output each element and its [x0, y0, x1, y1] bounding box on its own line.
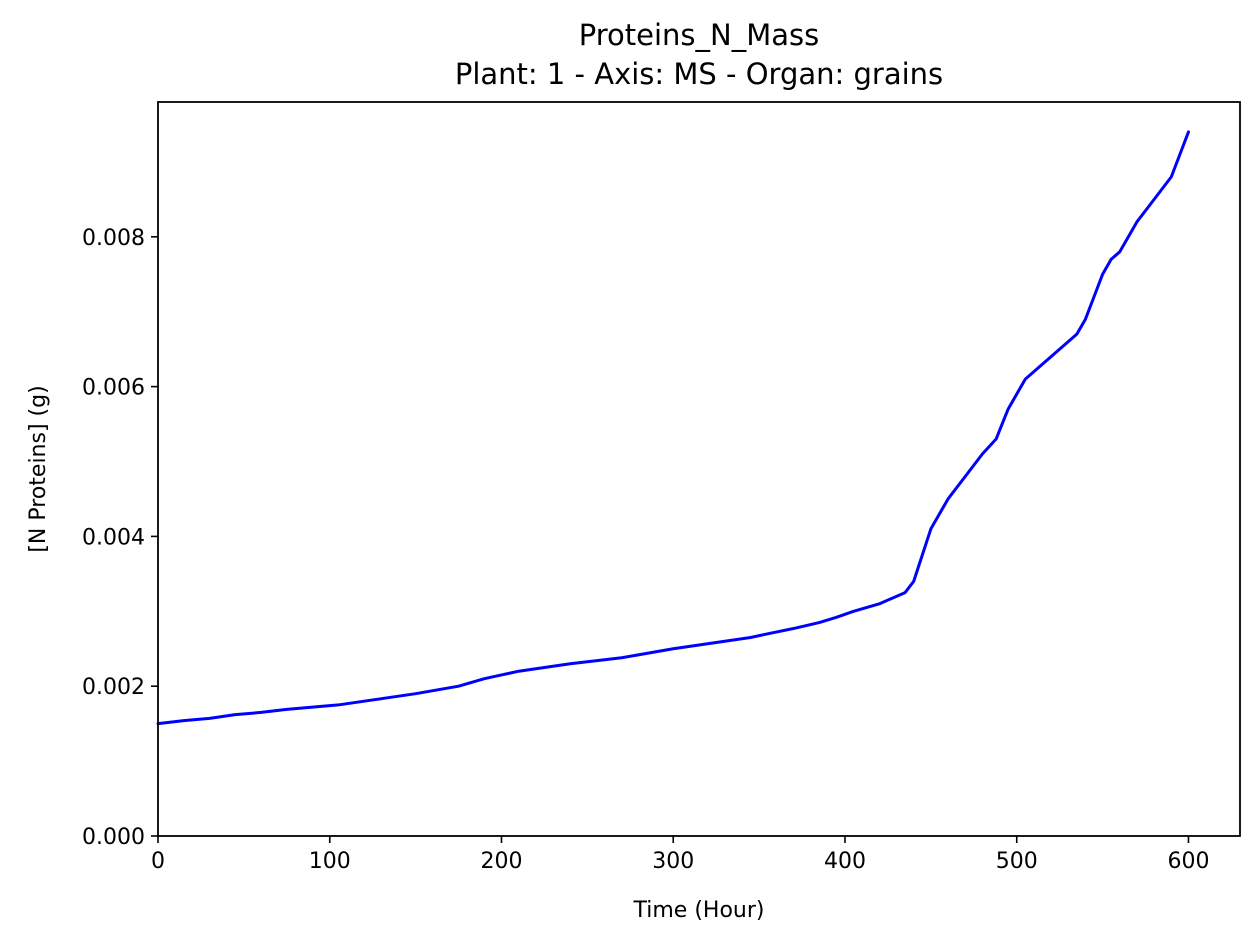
x-axis-label: Time (Hour): [633, 898, 765, 923]
x-axis-ticks: 0 100 200 300 400 500 600: [151, 836, 1209, 874]
y-tick-label: 0.004: [82, 525, 145, 550]
x-tick-label: 400: [824, 849, 866, 874]
y-tick-label: 0.002: [82, 675, 145, 700]
chart-subtitle: Plant: 1 - Axis: MS - Organ: grains: [455, 57, 943, 91]
y-tick-label: 0.000: [82, 825, 145, 850]
x-tick-label: 300: [652, 849, 694, 874]
chart-title: Proteins_N_Mass: [579, 18, 819, 52]
x-tick-label: 600: [1167, 849, 1209, 874]
series-line: [156, 130, 1190, 726]
y-axis-ticks: 0.000 0.002 0.004 0.006 0.008: [82, 226, 158, 850]
plot-area-frame: [157, 101, 1241, 837]
x-tick-label: 200: [480, 849, 522, 874]
x-tick-label: 100: [309, 849, 351, 874]
y-tick-label: 0.006: [82, 376, 145, 401]
x-tick-label: 0: [151, 849, 165, 874]
line-layer: [156, 130, 1190, 726]
y-tick-label: 0.008: [82, 226, 145, 251]
x-tick-label: 500: [996, 849, 1038, 874]
y-axis-label: [N Proteins] (g): [26, 385, 51, 552]
